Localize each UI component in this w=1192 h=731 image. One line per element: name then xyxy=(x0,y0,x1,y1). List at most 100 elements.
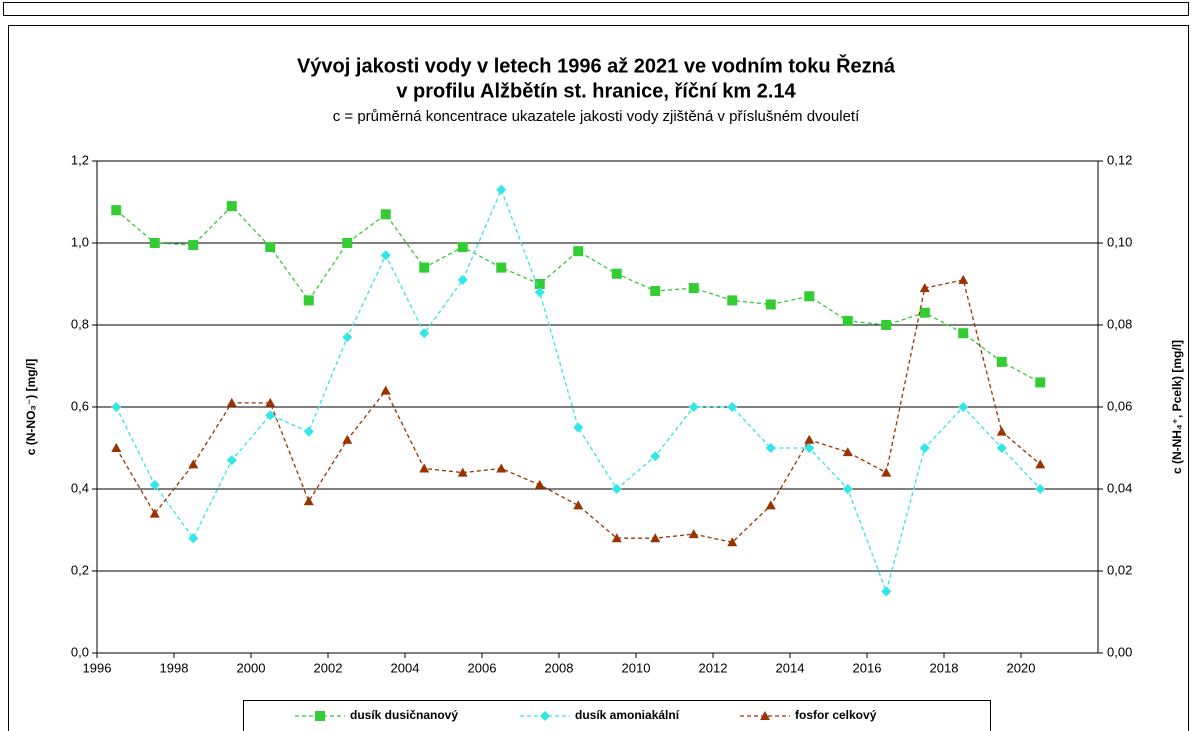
data-point xyxy=(804,443,815,453)
data-point xyxy=(958,402,969,412)
data-point xyxy=(573,500,584,510)
data-point xyxy=(727,402,738,412)
y2-tick-label: 0,04 xyxy=(1107,480,1132,495)
data-point xyxy=(1035,459,1046,469)
data-point xyxy=(842,447,853,457)
y2-tick-label: 0,06 xyxy=(1107,398,1132,413)
legend-marker xyxy=(540,711,550,721)
chart-subtitle: c = průměrná koncentrace ukazatele jakos… xyxy=(333,108,860,125)
y-axis-label: c (N-NO₃⁻) [mg/l] xyxy=(24,359,38,456)
y2-tick-label: 0,02 xyxy=(1107,562,1132,577)
data-point xyxy=(650,451,661,462)
data-point xyxy=(688,402,699,412)
y2-axis-label: c (N-NH₄⁺, Pcelk) [mg/l] xyxy=(1170,340,1184,474)
y2-tick-label: 0,08 xyxy=(1107,316,1132,331)
data-point xyxy=(727,295,738,306)
top-bar xyxy=(3,2,1189,16)
data-point xyxy=(226,397,237,407)
data-point xyxy=(265,397,276,407)
data-point xyxy=(265,242,276,253)
x-tick-label: 2016 xyxy=(853,660,882,675)
data-point xyxy=(226,455,237,466)
data-point xyxy=(996,443,1007,453)
data-point xyxy=(765,299,776,310)
data-point xyxy=(380,385,391,395)
data-point xyxy=(188,533,199,544)
y2-tick-label: 0,00 xyxy=(1107,644,1132,659)
data-point xyxy=(958,328,969,339)
data-point xyxy=(265,410,276,421)
data-point xyxy=(303,426,314,437)
data-point xyxy=(881,467,892,477)
data-point xyxy=(111,205,122,216)
data-point xyxy=(727,537,738,547)
data-point xyxy=(573,246,584,257)
data-point xyxy=(765,443,776,453)
data-point xyxy=(650,285,661,296)
legend-label: fosfor celkový xyxy=(795,708,877,722)
data-point xyxy=(611,268,622,279)
data-point xyxy=(1035,377,1046,388)
chart-frame xyxy=(8,25,1189,731)
data-point xyxy=(996,426,1007,436)
data-point xyxy=(688,529,699,539)
data-point xyxy=(457,242,468,253)
legend-label: dusík amoniakální xyxy=(575,708,680,722)
data-point xyxy=(804,291,815,302)
y-tick-label: 1,0 xyxy=(71,234,89,249)
data-point xyxy=(496,262,507,273)
x-tick-label: 2010 xyxy=(622,660,651,675)
data-point xyxy=(765,500,776,510)
data-point xyxy=(842,484,853,494)
data-point xyxy=(342,238,353,248)
x-tick-label: 1998 xyxy=(160,660,189,675)
data-point xyxy=(419,328,430,339)
x-tick-label: 2014 xyxy=(776,660,805,675)
data-point xyxy=(534,279,545,289)
data-point xyxy=(881,320,892,330)
y-tick-label: 1,2 xyxy=(71,152,89,167)
x-tick-label: 2004 xyxy=(391,660,420,675)
data-point xyxy=(611,484,622,494)
data-point xyxy=(342,332,353,343)
data-point xyxy=(919,443,930,453)
y-tick-label: 0,0 xyxy=(71,644,89,659)
data-point xyxy=(380,209,391,220)
data-point xyxy=(419,262,430,273)
x-tick-label: 2012 xyxy=(699,660,728,675)
data-point xyxy=(111,402,122,412)
data-point xyxy=(149,508,160,518)
data-point xyxy=(573,422,584,433)
x-tick-label: 2000 xyxy=(237,660,266,675)
data-point xyxy=(958,274,969,284)
data-point xyxy=(496,463,507,473)
data-point xyxy=(303,496,314,506)
data-point xyxy=(881,586,892,597)
data-point xyxy=(996,356,1007,367)
chart-title-2: v profilu Alžbětín st. hranice, říční km… xyxy=(396,80,796,102)
data-point xyxy=(419,463,430,473)
y-tick-label: 0,4 xyxy=(71,480,89,495)
data-point xyxy=(534,287,545,298)
x-tick-label: 1996 xyxy=(83,660,112,675)
data-point xyxy=(226,201,237,212)
x-tick-label: 2018 xyxy=(930,660,959,675)
legend xyxy=(243,700,991,731)
y-tick-label: 0,6 xyxy=(71,398,89,413)
data-point xyxy=(842,315,853,326)
data-point xyxy=(534,479,545,489)
x-tick-label: 2006 xyxy=(468,660,497,675)
data-point xyxy=(496,184,507,195)
data-point xyxy=(303,295,314,306)
data-point xyxy=(380,250,391,261)
data-point xyxy=(804,434,815,444)
x-tick-label: 2020 xyxy=(1007,660,1036,675)
x-tick-label: 2008 xyxy=(545,660,574,675)
data-point xyxy=(688,283,699,294)
data-point xyxy=(650,533,661,543)
data-point xyxy=(342,434,353,444)
data-point xyxy=(457,467,468,477)
data-point xyxy=(149,238,160,248)
y2-tick-label: 0,10 xyxy=(1107,234,1132,249)
